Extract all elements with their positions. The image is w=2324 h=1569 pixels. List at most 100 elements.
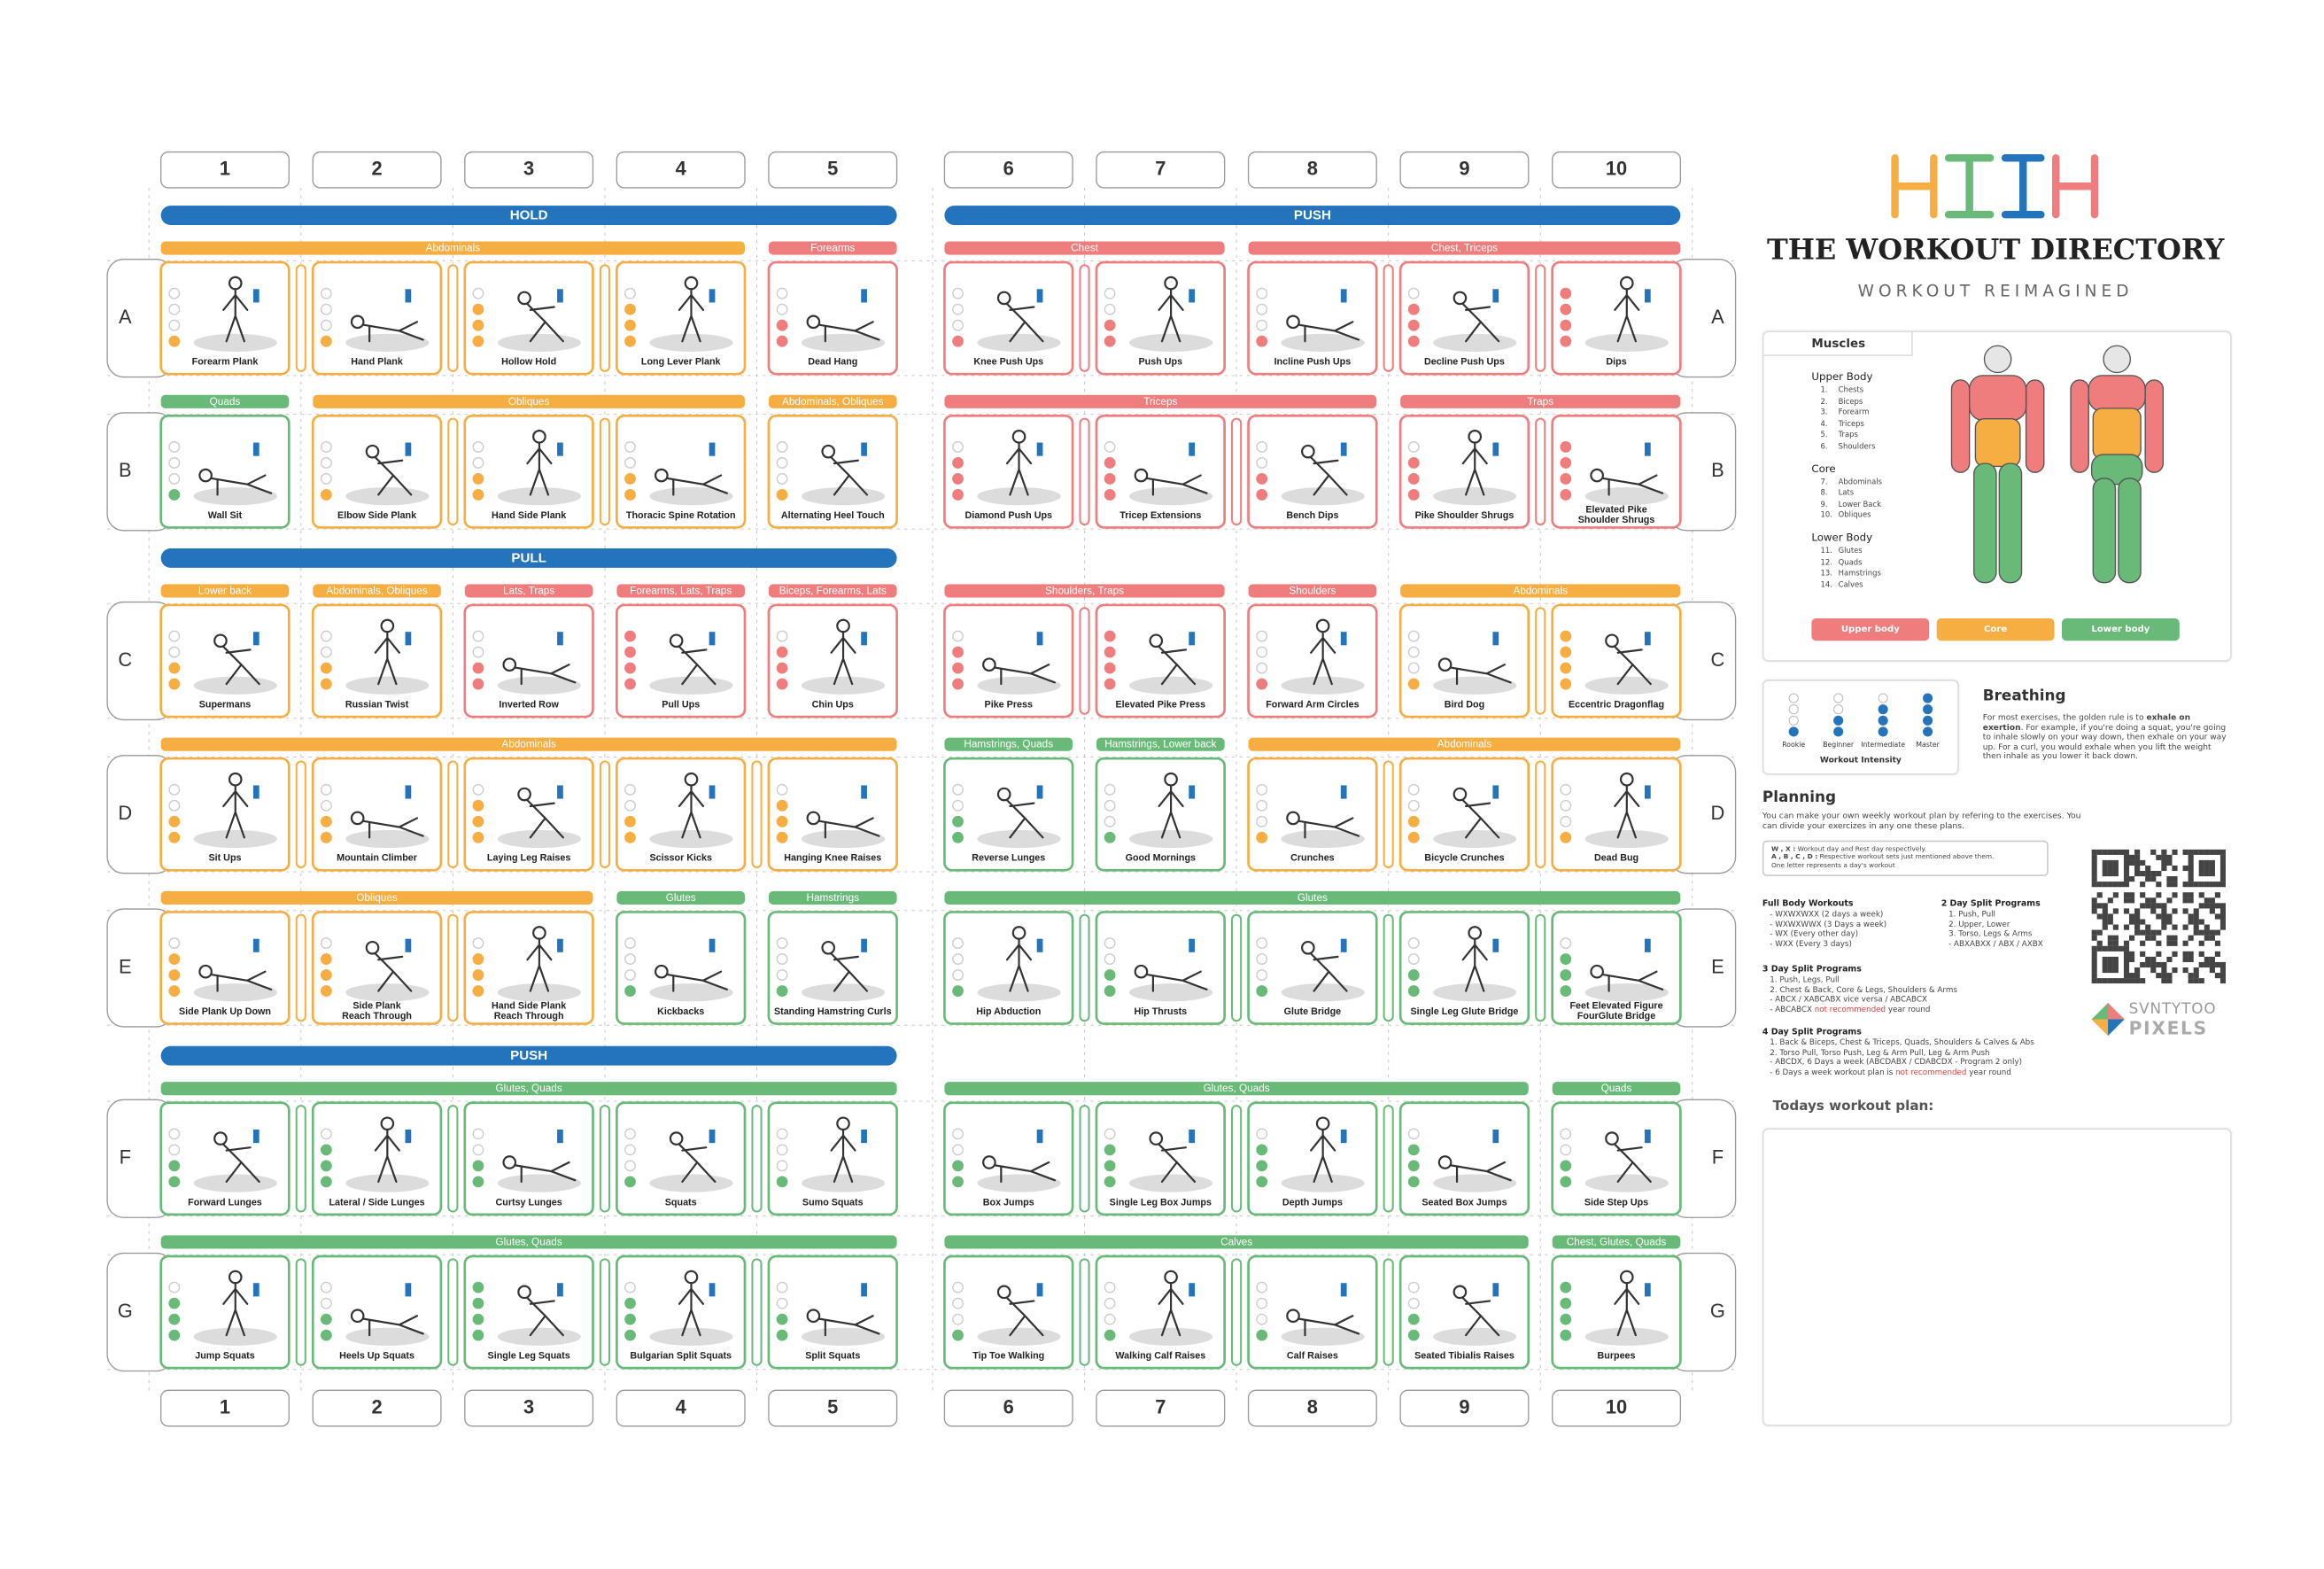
qr-module — [2156, 973, 2162, 979]
logo-stroke — [2052, 154, 2099, 219]
figure-shadow — [1281, 983, 1365, 1002]
muscle-item: 6. Shoulders — [1811, 443, 1882, 454]
qr-module — [2102, 882, 2108, 888]
intensity-dot — [168, 985, 181, 997]
intensity-dot — [472, 662, 484, 674]
qr-module — [2123, 865, 2130, 872]
motion-arrow — [1189, 1283, 1196, 1297]
figure-body — [1450, 1161, 1512, 1183]
motion-arrow — [405, 289, 412, 303]
exercise-card: Tip Toe Walking — [943, 1254, 1074, 1370]
exercise-name: Burpees — [1598, 1351, 1636, 1362]
qr-module — [2209, 897, 2215, 904]
figure-body — [514, 1161, 577, 1183]
category-bar — [160, 394, 290, 408]
card-separator — [447, 1105, 459, 1213]
category-label: Obliques — [356, 892, 398, 904]
exercise-card: Knee Push Ups — [943, 260, 1074, 376]
exercise-name-line: Hand Side Plank — [492, 1000, 566, 1011]
lower-back — [2092, 408, 2142, 460]
intensity-dot-empty — [1104, 783, 1116, 796]
intensity-dot — [472, 319, 484, 331]
intensity-dot — [1560, 1281, 1572, 1293]
figure — [213, 633, 260, 686]
intensity-dot — [1560, 985, 1572, 997]
qr-module — [2182, 924, 2188, 930]
exercise-name: Standing Hamstring Curls — [774, 1006, 892, 1017]
intensity-dot — [1560, 630, 1572, 642]
intensity-dot — [1833, 693, 1844, 703]
qr-module — [2182, 897, 2188, 904]
intensity-dot — [1407, 815, 1420, 827]
figure-head — [1164, 276, 1178, 291]
figure-shadow — [193, 333, 277, 352]
figure-head — [1301, 444, 1315, 459]
figure-body — [374, 631, 400, 686]
intensity-dot-empty — [1407, 1128, 1420, 1140]
figure-shadow — [1433, 1327, 1517, 1346]
exercise-name: Kickbacks — [657, 1006, 704, 1017]
figure-shadow — [1281, 487, 1365, 506]
intensity-dot — [776, 319, 788, 331]
qr-module — [2198, 951, 2204, 957]
figure-head — [1605, 1131, 1619, 1146]
column-tab — [616, 151, 746, 189]
intensity-dot — [1923, 715, 1933, 726]
figure-shadow — [649, 983, 733, 1002]
figure-head — [836, 1116, 850, 1131]
intensity-dot-empty — [1256, 1128, 1268, 1140]
exercise-card: Feet Elevated Figure FourGlute Bridge — [1551, 911, 1682, 1025]
figure — [374, 618, 400, 686]
qr-module — [2188, 882, 2194, 888]
exercise-card: Hollow Hold — [463, 260, 594, 376]
motion-arrow — [1644, 632, 1651, 646]
figure-head — [1437, 657, 1452, 672]
exercise-card: Incline Push Ups — [1247, 260, 1378, 376]
intensity-dot — [776, 815, 788, 827]
exercise-name: Pull Ups — [662, 699, 700, 710]
exercise-card: Dips — [1551, 260, 1682, 376]
intensity-dot-empty — [1407, 1297, 1420, 1309]
category-bar — [944, 584, 1225, 598]
exercise-card: Single Leg Squats — [463, 1254, 594, 1370]
figure-shadow — [193, 983, 277, 1002]
intensity-dot — [472, 335, 484, 347]
figure-shadow — [345, 676, 430, 695]
qr-module — [2161, 865, 2167, 872]
intensity-dot — [320, 1144, 332, 1156]
figure-shadow — [801, 676, 886, 695]
intensity-dot — [1833, 726, 1844, 737]
qr-module — [2118, 945, 2125, 951]
intensity-dot — [168, 489, 181, 501]
intensity-dot — [1104, 662, 1116, 674]
exercise-name: Curtsy Lunges — [495, 1197, 562, 1208]
qr-module — [2198, 882, 2204, 888]
exercise-name: Russian Twist — [345, 699, 409, 710]
figure-shadow — [497, 1327, 581, 1346]
figure-shadow — [193, 829, 277, 849]
qr-module — [2107, 913, 2113, 920]
qr-module — [2172, 908, 2178, 914]
intensity-dot — [1560, 662, 1572, 674]
figure — [350, 811, 424, 839]
figure-head — [350, 315, 365, 330]
intensity-dot — [1104, 473, 1116, 485]
intensity-dot — [472, 815, 484, 827]
category-label: Forearms — [810, 243, 855, 254]
motion-arrow — [1036, 1129, 1043, 1144]
figure-head — [684, 772, 699, 787]
qr-module — [2096, 913, 2103, 920]
figure — [830, 618, 856, 686]
intensity-dot-empty — [1104, 937, 1116, 949]
exercise-name: Glute Bridge — [1284, 1006, 1342, 1017]
exercise-card: Depth Jumps — [1247, 1101, 1378, 1216]
intensity-dot — [776, 489, 788, 501]
figure-body — [1614, 288, 1640, 343]
figure-shadow — [345, 1174, 430, 1192]
qr-module — [2123, 967, 2130, 974]
qr-module — [2091, 859, 2097, 866]
qr-module — [2091, 978, 2097, 984]
intensity-dot-empty — [624, 969, 636, 981]
intensity-dot-empty — [776, 1281, 788, 1293]
